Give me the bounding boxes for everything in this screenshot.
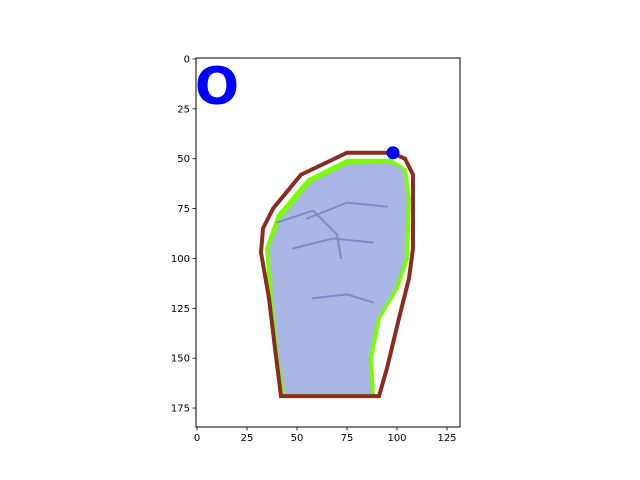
- hand-image: [269, 162, 407, 395]
- x-tick-label: 100: [387, 433, 406, 444]
- thumb-curve: [276, 209, 342, 260]
- x-tick-label: 125: [437, 433, 456, 444]
- image-layer: O: [195, 57, 415, 399]
- finger-fold-1: [306, 201, 388, 220]
- x-tick-label: 0: [194, 433, 200, 444]
- marker-point: [386, 146, 400, 160]
- plot-area: O: [195, 57, 460, 427]
- wrist-line: [312, 293, 374, 304]
- x-tick-label: 25: [241, 433, 254, 444]
- x-tick-label: 75: [341, 433, 354, 444]
- y-tick-label: 75: [177, 204, 190, 215]
- x-tick-label: 50: [291, 433, 304, 444]
- x-axis: 0 25 50 75 100 125: [194, 427, 457, 444]
- y-tick-label: 175: [171, 404, 190, 415]
- y-tick-label: 25: [177, 104, 190, 115]
- finger-fold-2: [292, 237, 374, 250]
- y-tick-label: 0: [184, 54, 190, 65]
- y-tick-label: 50: [177, 154, 190, 165]
- annotation-letter: O: [195, 57, 239, 117]
- plot-frame: [195, 57, 461, 428]
- y-tick-label: 100: [171, 254, 190, 265]
- y-tick-label: 125: [171, 304, 190, 315]
- y-tick-label: 150: [171, 354, 190, 365]
- y-axis: 0 25 50 75 100 125 150 175: [171, 54, 196, 415]
